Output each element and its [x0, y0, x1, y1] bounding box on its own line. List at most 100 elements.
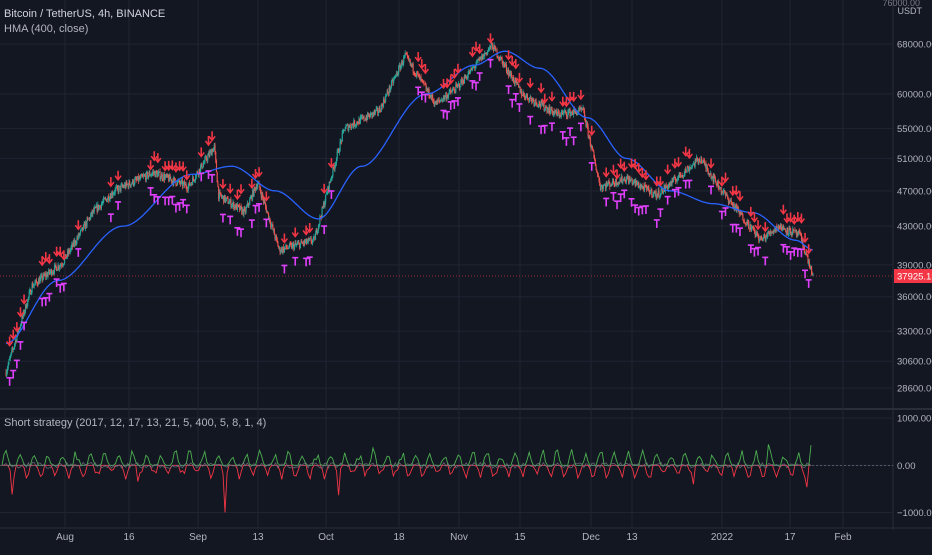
short-entry-arrow-head [414, 56, 422, 63]
candle-body [343, 129, 345, 131]
candle-body [236, 204, 238, 210]
candle-body [177, 180, 179, 182]
candle-body [793, 229, 795, 231]
candle-body [669, 183, 671, 186]
short-entry-arrow-head [707, 163, 715, 169]
candle-body [380, 111, 382, 113]
candle-body [209, 151, 211, 156]
candle-body [192, 177, 194, 180]
candle-body [514, 78, 516, 84]
x-tick-label: 17 [784, 532, 796, 543]
candle-body [27, 299, 29, 306]
candle-body [393, 77, 395, 80]
candle-body [90, 215, 92, 220]
candle-body [249, 199, 251, 205]
candle-body [537, 105, 539, 107]
short-entry-arrow-head [447, 79, 455, 85]
symbol-legend[interactable]: Bitcoin / TetherUS, 4h, BINANCE [4, 8, 166, 20]
candle-body [486, 52, 488, 55]
candle-body [556, 112, 558, 116]
candle-body [121, 184, 123, 186]
candle-body [139, 177, 141, 179]
candle-body [196, 171, 198, 175]
candle-body [654, 191, 656, 194]
short-entry-arrow-head [747, 211, 755, 218]
candle-body [727, 195, 729, 199]
candle-body [620, 179, 622, 182]
short-entry-arrow-head [526, 82, 534, 89]
candle-body [545, 106, 547, 108]
short-entry-arrow-head [685, 153, 693, 160]
candle-body [547, 109, 549, 113]
candle-body [92, 210, 95, 212]
candle-body [739, 211, 741, 214]
candle-body [636, 180, 638, 185]
candle-body [9, 358, 11, 360]
candle-body [64, 258, 66, 264]
candle-body [635, 180, 637, 185]
candle-body [568, 111, 570, 113]
candle-body [540, 101, 542, 107]
last-price-tag [894, 269, 932, 284]
candle-body [269, 217, 271, 224]
candle-body [729, 200, 731, 202]
candle-body [591, 146, 594, 149]
candle-body [379, 108, 381, 112]
candle-body [324, 202, 326, 207]
candle-body [505, 64, 507, 66]
candle-body [451, 90, 453, 93]
candle-body [38, 279, 40, 286]
candle-body [786, 227, 788, 234]
candle-body [730, 200, 732, 203]
candle-body [321, 207, 323, 218]
candle-body [109, 195, 111, 200]
candle-body [188, 182, 190, 187]
short-entry-arrow-head [786, 216, 795, 223]
candle-body [203, 162, 205, 164]
candle-body [527, 98, 529, 100]
y-tick-label: 51000.00 [897, 154, 932, 165]
candle-body [72, 244, 74, 247]
candle-body [448, 90, 450, 94]
candle-body [395, 73, 398, 75]
candle-body [563, 111, 565, 113]
candle-body [45, 274, 47, 277]
candle-body [96, 205, 98, 212]
candle-body [401, 61, 403, 66]
candle-body [262, 197, 265, 202]
candle-body [476, 59, 479, 61]
candle-body [25, 304, 27, 309]
candle-body [606, 182, 608, 186]
candle-body [116, 186, 118, 188]
candle-body [10, 352, 12, 356]
hma-legend[interactable]: HMA (400, close) [4, 23, 89, 35]
candle-body [59, 267, 61, 269]
candle-body [43, 274, 45, 276]
candle-body [312, 239, 314, 243]
candle-body [39, 278, 41, 284]
candle-body [12, 349, 14, 351]
candle-body [647, 186, 649, 188]
candle-body [141, 174, 143, 177]
candle-body [454, 91, 456, 93]
candle-body [60, 264, 62, 266]
candle-body [578, 108, 580, 113]
candle-body [449, 90, 451, 91]
candle-body [165, 174, 167, 177]
candle-body [19, 325, 22, 329]
candle-body [745, 223, 747, 225]
candle-body [511, 77, 513, 81]
short-entry-arrow-head [233, 194, 241, 201]
candle-body [498, 57, 500, 59]
oscillator-legend[interactable]: Short strategy (2017, 12, 17, 13, 21, 5,… [4, 417, 267, 429]
candle-body [809, 267, 811, 269]
candle-body [460, 79, 462, 87]
candle-body [244, 209, 246, 213]
candle-body [284, 247, 286, 249]
candle-body [282, 246, 284, 253]
candle-body [725, 193, 727, 196]
candle-body [503, 62, 505, 66]
candle-body [811, 274, 813, 275]
